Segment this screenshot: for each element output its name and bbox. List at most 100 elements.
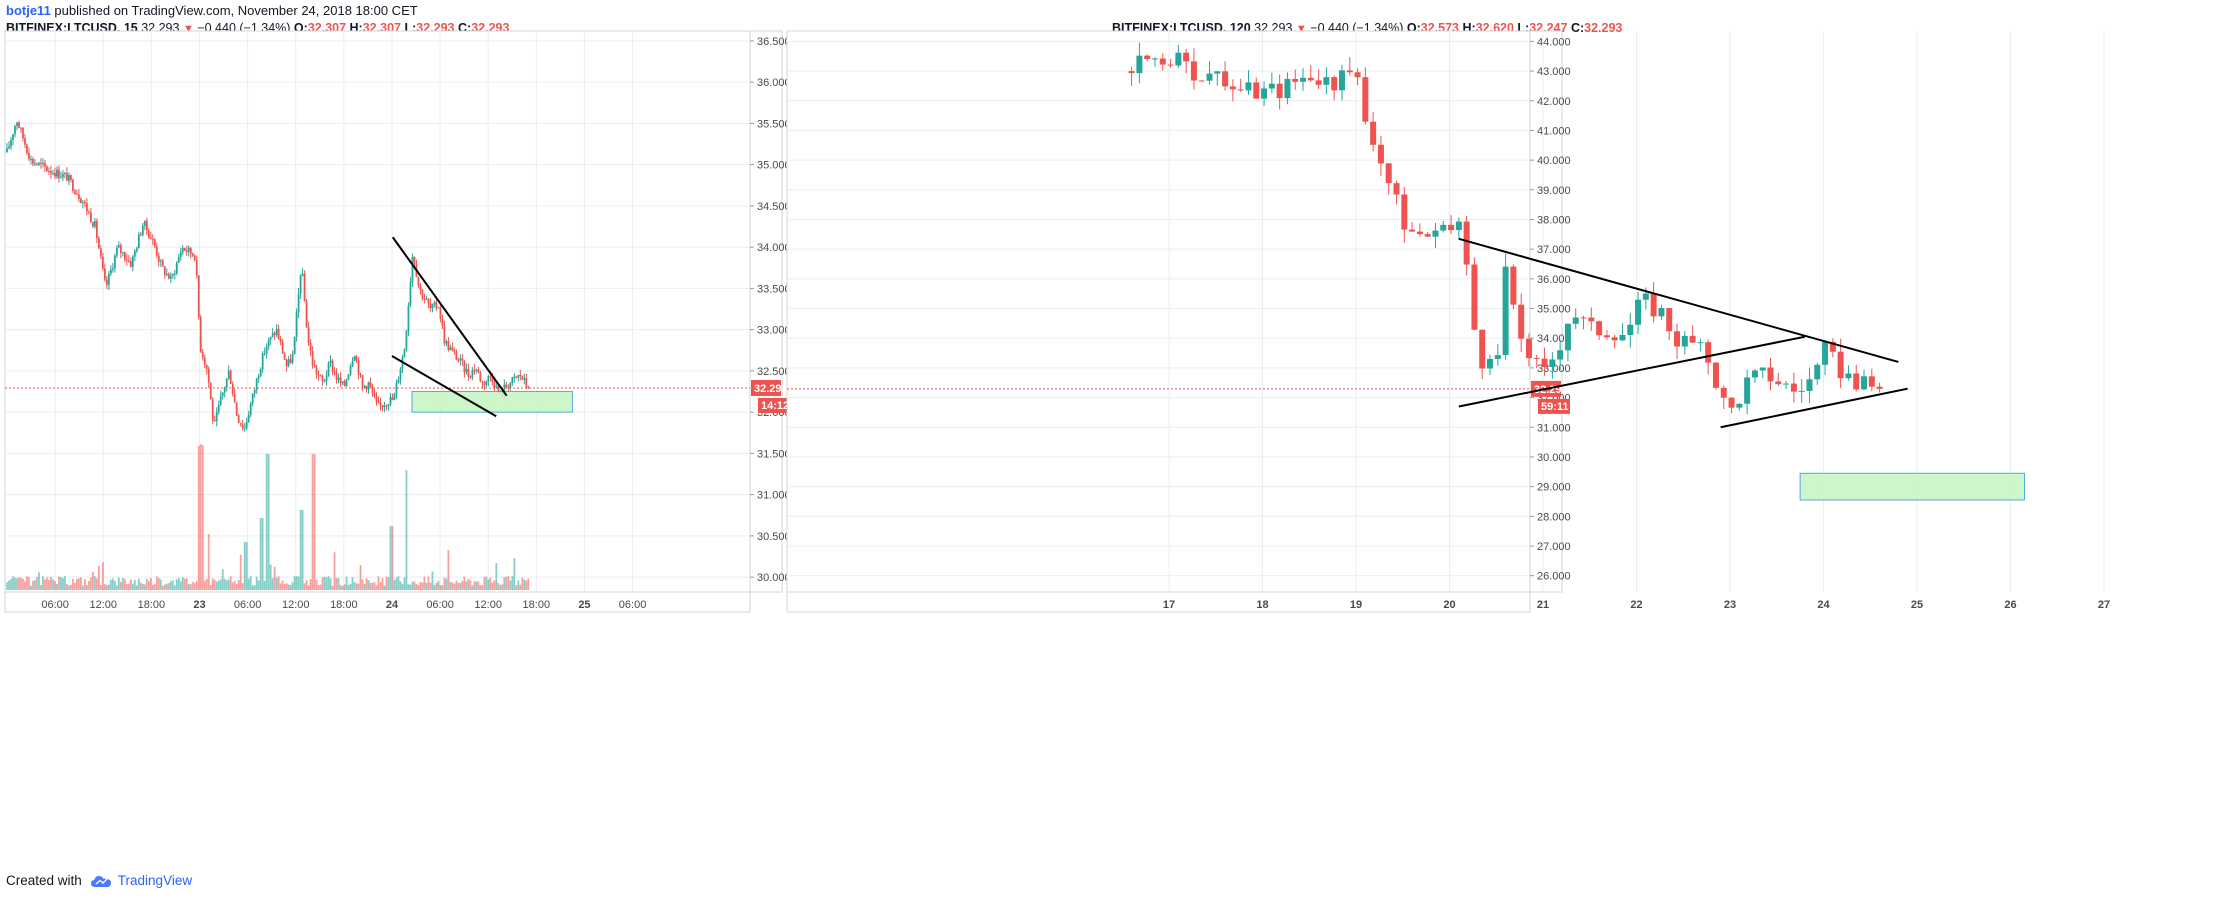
volume-bar: [393, 579, 396, 590]
candle-body: [1736, 403, 1743, 408]
volume-bar: [83, 579, 86, 590]
volume-bar: [333, 552, 336, 590]
x-tick-label: 18:00: [523, 599, 551, 611]
y-tick-label: 31.000: [1537, 422, 1571, 434]
volume-bar: [489, 577, 492, 590]
candle-body: [523, 378, 526, 380]
candle-body: [281, 342, 284, 354]
candle-body: [177, 256, 180, 263]
drawings: [1458, 237, 2026, 501]
y-tick-label: 27.000: [1537, 541, 1571, 553]
candle-body: [117, 245, 120, 248]
candle-body: [483, 382, 486, 385]
candle-body: [1276, 83, 1283, 99]
low-label: L:: [404, 21, 417, 35]
x-tick-label: 24: [1817, 599, 1830, 611]
x-tick-label: 22: [1630, 599, 1642, 611]
volume-bar: [20, 577, 22, 590]
author-link[interactable]: botje11: [6, 3, 51, 18]
volume-bar: [14, 577, 16, 590]
candle-body: [359, 374, 362, 376]
candle-body: [345, 379, 348, 386]
volume-bar: [451, 582, 454, 590]
volume-bar: [197, 446, 200, 590]
candle-body: [457, 359, 460, 361]
countdown-tag: [758, 397, 790, 413]
candle-body: [419, 285, 422, 290]
candle-body: [367, 382, 370, 390]
candle-body: [169, 275, 172, 279]
candle-body: [85, 203, 88, 212]
volume-bar: [6, 582, 8, 590]
volume-bar: [325, 577, 328, 590]
volume-bar: [141, 583, 144, 590]
volume-bar: [321, 577, 324, 590]
candle-body: [125, 259, 128, 261]
volume-bar: [253, 585, 256, 590]
volume-bar: [311, 454, 314, 590]
volume-bar: [125, 584, 128, 590]
candle-body: [1697, 342, 1704, 344]
volume-bar: [369, 582, 372, 590]
volume-bar: [81, 585, 84, 590]
volume-bar: [341, 585, 344, 590]
volume-bar: [121, 577, 124, 590]
volume-bar: [343, 584, 346, 590]
candle-body: [485, 380, 488, 385]
candle-body: [1798, 390, 1805, 392]
candle-body: [1307, 77, 1314, 81]
volume-bar: [103, 584, 106, 590]
volume-bar: [413, 581, 416, 590]
y-tick-label: 39.000: [1537, 185, 1571, 197]
candle-body: [1876, 386, 1883, 389]
candle-body: [497, 386, 500, 394]
tradingview-link[interactable]: TradingView: [90, 873, 192, 888]
candle-body: [18, 122, 20, 128]
candle-body: [185, 250, 188, 252]
candle-body: [491, 376, 494, 382]
candle-body: [229, 370, 232, 384]
x-tick-label: 06:00: [234, 599, 262, 611]
volume-bar: [133, 579, 136, 590]
volume-bar: [76, 579, 78, 590]
candle-body: [137, 234, 140, 249]
candle-body: [1214, 71, 1221, 74]
candle-body: [1222, 71, 1229, 87]
candle-body: [1377, 144, 1384, 164]
chart-panel-2h: 26.00027.00028.00029.00030.00031.00032.0…: [786, 30, 2110, 613]
volume-bar: [127, 583, 130, 590]
volume-bar: [78, 578, 80, 590]
y-tick-label: 44.000: [1537, 36, 1571, 48]
volume-bar: [487, 579, 490, 590]
volume-bar: [171, 580, 174, 590]
volume-bar: [265, 454, 268, 590]
volume-bar: [50, 576, 52, 590]
candle-body: [1385, 163, 1392, 184]
volume-bar: [233, 581, 236, 590]
candle-body: [455, 351, 458, 360]
volume-bar: [445, 578, 448, 590]
volume-bar: [435, 582, 438, 590]
volume-bar: [111, 578, 114, 590]
publish-header: botje11 published on TradingView.com, No…: [6, 3, 418, 18]
x-tick-label: 23: [193, 599, 205, 611]
candle-body: [341, 381, 344, 383]
volume-bar: [425, 582, 428, 590]
volume-bar: [501, 584, 504, 590]
candle-body: [395, 383, 398, 394]
candle-body: [44, 162, 46, 167]
candle-body: [325, 375, 328, 381]
volume-bar: [495, 563, 498, 590]
volume-bar: [239, 554, 242, 590]
candle-body: [301, 273, 304, 276]
volume-bar: [447, 550, 450, 590]
candle-body: [103, 268, 106, 280]
volume-bar: [395, 577, 398, 590]
y-tick-label: 26.000: [1537, 571, 1571, 583]
candle-body: [391, 397, 394, 400]
candle-body: [247, 415, 250, 422]
close-label: C:: [1570, 21, 1585, 35]
y-tick-label: 30.000: [757, 572, 791, 584]
candle-body: [389, 397, 392, 405]
